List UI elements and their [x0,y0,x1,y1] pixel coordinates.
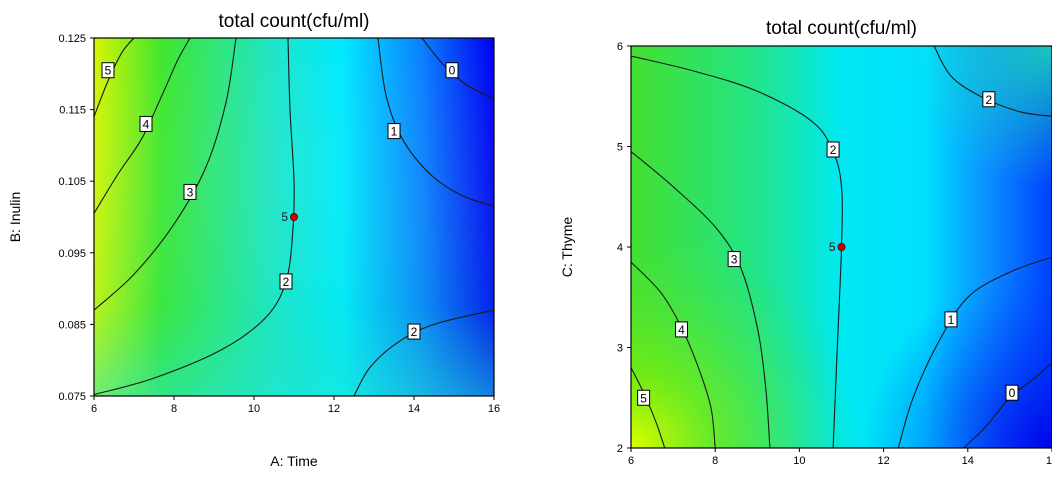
contour-label-0: 0 [445,62,459,79]
contour-label-text: 4 [678,323,685,337]
contour-label-0: 0 [1005,384,1019,401]
y-axis-label: C: Thyme [559,217,575,278]
design-point-count-label: 5 [829,240,836,254]
chart-title: total count(cfu/ml) [219,11,370,32]
y-tick-label: 0.105 [58,176,86,188]
y-tick-label: 4 [617,242,623,254]
y-tick-label: 0.115 [59,105,86,117]
contour-label-box [139,115,153,132]
contour-label-text: 1 [391,125,398,139]
contour-label-box [637,389,651,406]
contour-line-1 [377,38,494,207]
x-tick-label: 12 [877,455,889,467]
contour-label-text: 2 [986,93,993,107]
x-tick-label: 16 [1046,455,1052,467]
contour-line-2 [933,46,1052,117]
contour-label-box [407,323,421,340]
x-tick-label: 16 [488,403,500,415]
x-tick-label: 10 [793,455,805,467]
contour-label-text: 3 [731,253,738,267]
contour-label-4: 4 [675,321,689,338]
contour-label-box [982,91,996,108]
contour-label-box [826,141,840,158]
x-tick-label: 14 [962,455,974,467]
contour-label-text: 5 [640,391,647,405]
y-axis-label: B: Inulin [7,192,23,243]
contour-label-5: 5 [637,389,651,406]
contour-label-box [183,183,197,200]
x-tick-label: 12 [328,403,340,415]
x-tick-label: 14 [408,403,420,415]
contour-label-3: 3 [727,251,741,268]
x-tick-label: 8 [712,455,718,467]
design-point-count-label: 5 [281,210,288,224]
contour-label-2: 2 [407,323,421,340]
contour-label-text: 2 [283,275,290,289]
y-tick-label: 6 [617,41,623,53]
contour-label-box [279,273,293,290]
y-tick-label: 5 [617,142,623,154]
contour-line-5 [94,38,135,117]
contour-line-4 [631,261,716,448]
contour-label-3: 3 [183,183,197,200]
y-tick-label: 0.075 [58,391,86,403]
contour-label-box [387,123,401,140]
contour-label-box [675,321,689,338]
y-tick-label: 3 [617,343,623,355]
x-tick-label: 6 [628,455,634,467]
contour-panel-thyme: 54322105681012141623456total count(cfu/m… [559,18,1052,467]
contour-label-text: 3 [187,185,194,199]
design-point-marker [289,212,298,221]
contour-label-text: 1 [948,313,955,327]
contour-label-box [101,62,115,79]
contour-label-box [1005,384,1019,401]
contour-line-5 [631,367,666,448]
x-tick-label: 10 [248,403,260,415]
contour-label-box [727,251,741,268]
contour-label-2: 2 [826,141,840,158]
y-tick-label: 0.095 [58,248,86,260]
contour-line-3 [631,151,771,448]
contour-label-text: 0 [449,64,456,78]
contour-label-5: 5 [101,62,115,79]
chart-title: total count(cfu/ml) [766,18,917,39]
x-axis-label: A: Time [270,453,318,469]
contour-label-2: 2 [279,273,293,290]
contour-label-1: 1 [387,123,401,140]
contour-label-1: 1 [944,311,958,328]
contour-label-4: 4 [139,115,153,132]
contour-line-2 [353,309,494,396]
y-tick-label: 0.125 [58,33,86,45]
x-tick-label: 6 [91,403,97,415]
contour-label-text: 5 [105,64,112,78]
y-tick-label: 0.085 [58,319,86,331]
x-tick-label: 8 [171,403,177,415]
contour-label-text: 4 [143,117,150,131]
plot-frame [93,37,495,397]
contour-label-text: 0 [1009,386,1016,400]
y-tick-label: 2 [617,443,623,455]
contour-label-text: 2 [830,143,837,157]
contour-label-2: 2 [982,91,996,108]
design-point-marker [837,242,846,251]
contour-label-box [944,311,958,328]
contour-label-text: 2 [411,325,418,339]
contour-label-box [445,62,459,79]
